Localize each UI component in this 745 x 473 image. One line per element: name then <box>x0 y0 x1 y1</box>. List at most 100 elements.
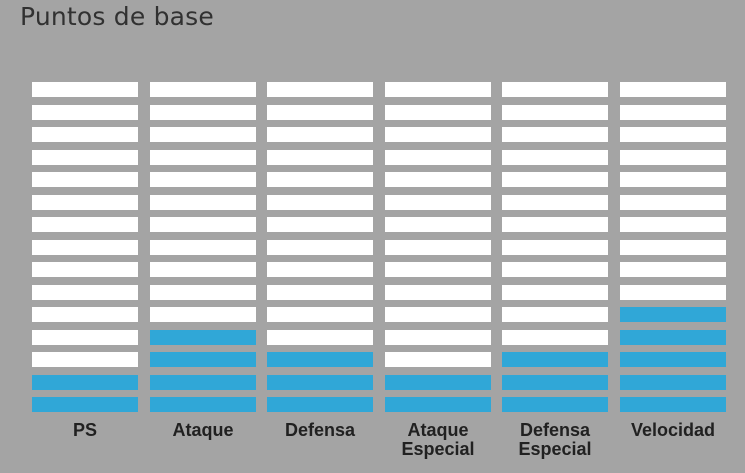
stat-segment-empty <box>32 262 138 277</box>
stat-segment-empty <box>502 285 608 300</box>
stat-segment-empty <box>620 240 726 255</box>
stat-segment-empty <box>385 195 491 210</box>
stat-segment-empty <box>267 240 373 255</box>
stat-segment-empty <box>502 172 608 187</box>
stat-label-line: Defensa <box>519 420 591 440</box>
stat-segment-empty <box>385 307 491 322</box>
stat-segment-empty <box>32 195 138 210</box>
stat-label-ataque-especial: Ataque Especial <box>379 421 497 459</box>
stat-segment-empty <box>150 262 256 277</box>
stat-segment-empty <box>150 105 256 120</box>
stat-segment-filled <box>150 397 256 412</box>
stat-segment-filled <box>267 397 373 412</box>
stat-segment-filled <box>385 397 491 412</box>
stat-segment-empty <box>32 150 138 165</box>
stat-segment-empty <box>150 285 256 300</box>
stat-segment-empty <box>267 262 373 277</box>
stat-segment-empty <box>267 307 373 322</box>
stat-segment-empty <box>150 195 256 210</box>
stat-segment-empty <box>267 217 373 232</box>
stat-segment-empty <box>620 127 726 142</box>
stat-segment-empty <box>385 262 491 277</box>
stat-label-line: PS <box>72 420 97 440</box>
stat-segment-empty <box>267 82 373 97</box>
stat-segment-empty <box>502 150 608 165</box>
stat-label-line: Especial <box>401 439 475 459</box>
stat-segment-empty <box>502 262 608 277</box>
stat-label-ps: PS <box>26 421 144 440</box>
stat-segment-empty <box>620 105 726 120</box>
stat-segment-filled <box>267 375 373 390</box>
stat-segment-empty <box>267 195 373 210</box>
stat-segment-empty <box>32 285 138 300</box>
stat-segment-filled <box>620 352 726 367</box>
stat-segment-empty <box>385 105 491 120</box>
stat-segment-empty <box>385 352 491 367</box>
stat-segment-empty <box>502 307 608 322</box>
stat-segment-filled <box>502 352 608 367</box>
stat-label-defensa-especial: Defensa Especial <box>496 421 614 459</box>
stat-segment-empty <box>620 217 726 232</box>
stat-segment-empty <box>32 330 138 345</box>
stat-segment-filled <box>620 397 726 412</box>
stat-segment-empty <box>385 82 491 97</box>
stats-title: Puntos de base <box>20 2 214 31</box>
stat-segment-filled <box>620 330 726 345</box>
stat-segment-empty <box>150 127 256 142</box>
stat-label-line: Especial <box>518 439 592 459</box>
stat-segment-filled <box>150 375 256 390</box>
stat-segment-empty <box>620 262 726 277</box>
stat-segment-empty <box>620 195 726 210</box>
stat-label-ataque: Ataque <box>144 421 262 440</box>
stat-segment-empty <box>385 240 491 255</box>
stat-segment-filled <box>150 330 256 345</box>
stat-segment-empty <box>32 82 138 97</box>
stat-segment-empty <box>502 240 608 255</box>
stat-segment-empty <box>32 307 138 322</box>
stat-segment-empty <box>385 150 491 165</box>
stat-segment-empty <box>620 150 726 165</box>
stat-segment-empty <box>32 127 138 142</box>
stat-segment-empty <box>502 195 608 210</box>
stat-segment-empty <box>502 127 608 142</box>
stat-segment-empty <box>150 307 256 322</box>
stat-segment-empty <box>620 285 726 300</box>
stat-segment-empty <box>32 217 138 232</box>
stat-segment-filled <box>267 352 373 367</box>
stat-segment-empty <box>150 172 256 187</box>
stat-segment-filled <box>502 375 608 390</box>
stat-segment-empty <box>150 82 256 97</box>
stat-segment-filled <box>502 397 608 412</box>
stat-segment-empty <box>32 240 138 255</box>
stat-segment-empty <box>620 172 726 187</box>
stat-segment-empty <box>150 240 256 255</box>
stat-segment-filled <box>385 375 491 390</box>
stat-segment-empty <box>32 352 138 367</box>
stat-segment-empty <box>502 217 608 232</box>
stat-label-line: Defensa <box>284 420 356 440</box>
stat-segment-empty <box>385 172 491 187</box>
stat-label-line: Velocidad <box>630 420 716 440</box>
stat-segment-empty <box>267 330 373 345</box>
stat-segment-empty <box>502 82 608 97</box>
stat-segment-empty <box>385 285 491 300</box>
stat-label-velocidad: Velocidad <box>614 421 732 440</box>
stat-segment-empty <box>385 330 491 345</box>
stat-segment-empty <box>150 217 256 232</box>
stat-segment-filled <box>32 397 138 412</box>
stat-segment-filled <box>620 307 726 322</box>
stat-segment-filled <box>620 375 726 390</box>
stat-segment-filled <box>150 352 256 367</box>
stat-segment-empty <box>620 82 726 97</box>
stat-segment-empty <box>267 105 373 120</box>
stat-segment-empty <box>267 172 373 187</box>
stat-segment-empty <box>150 150 256 165</box>
stat-label-defensa: Defensa <box>261 421 379 440</box>
stat-segment-empty <box>267 127 373 142</box>
stat-segment-empty <box>385 217 491 232</box>
stat-segment-empty <box>32 105 138 120</box>
stat-segment-empty <box>502 330 608 345</box>
stat-segment-empty <box>385 127 491 142</box>
stat-segment-filled <box>32 375 138 390</box>
